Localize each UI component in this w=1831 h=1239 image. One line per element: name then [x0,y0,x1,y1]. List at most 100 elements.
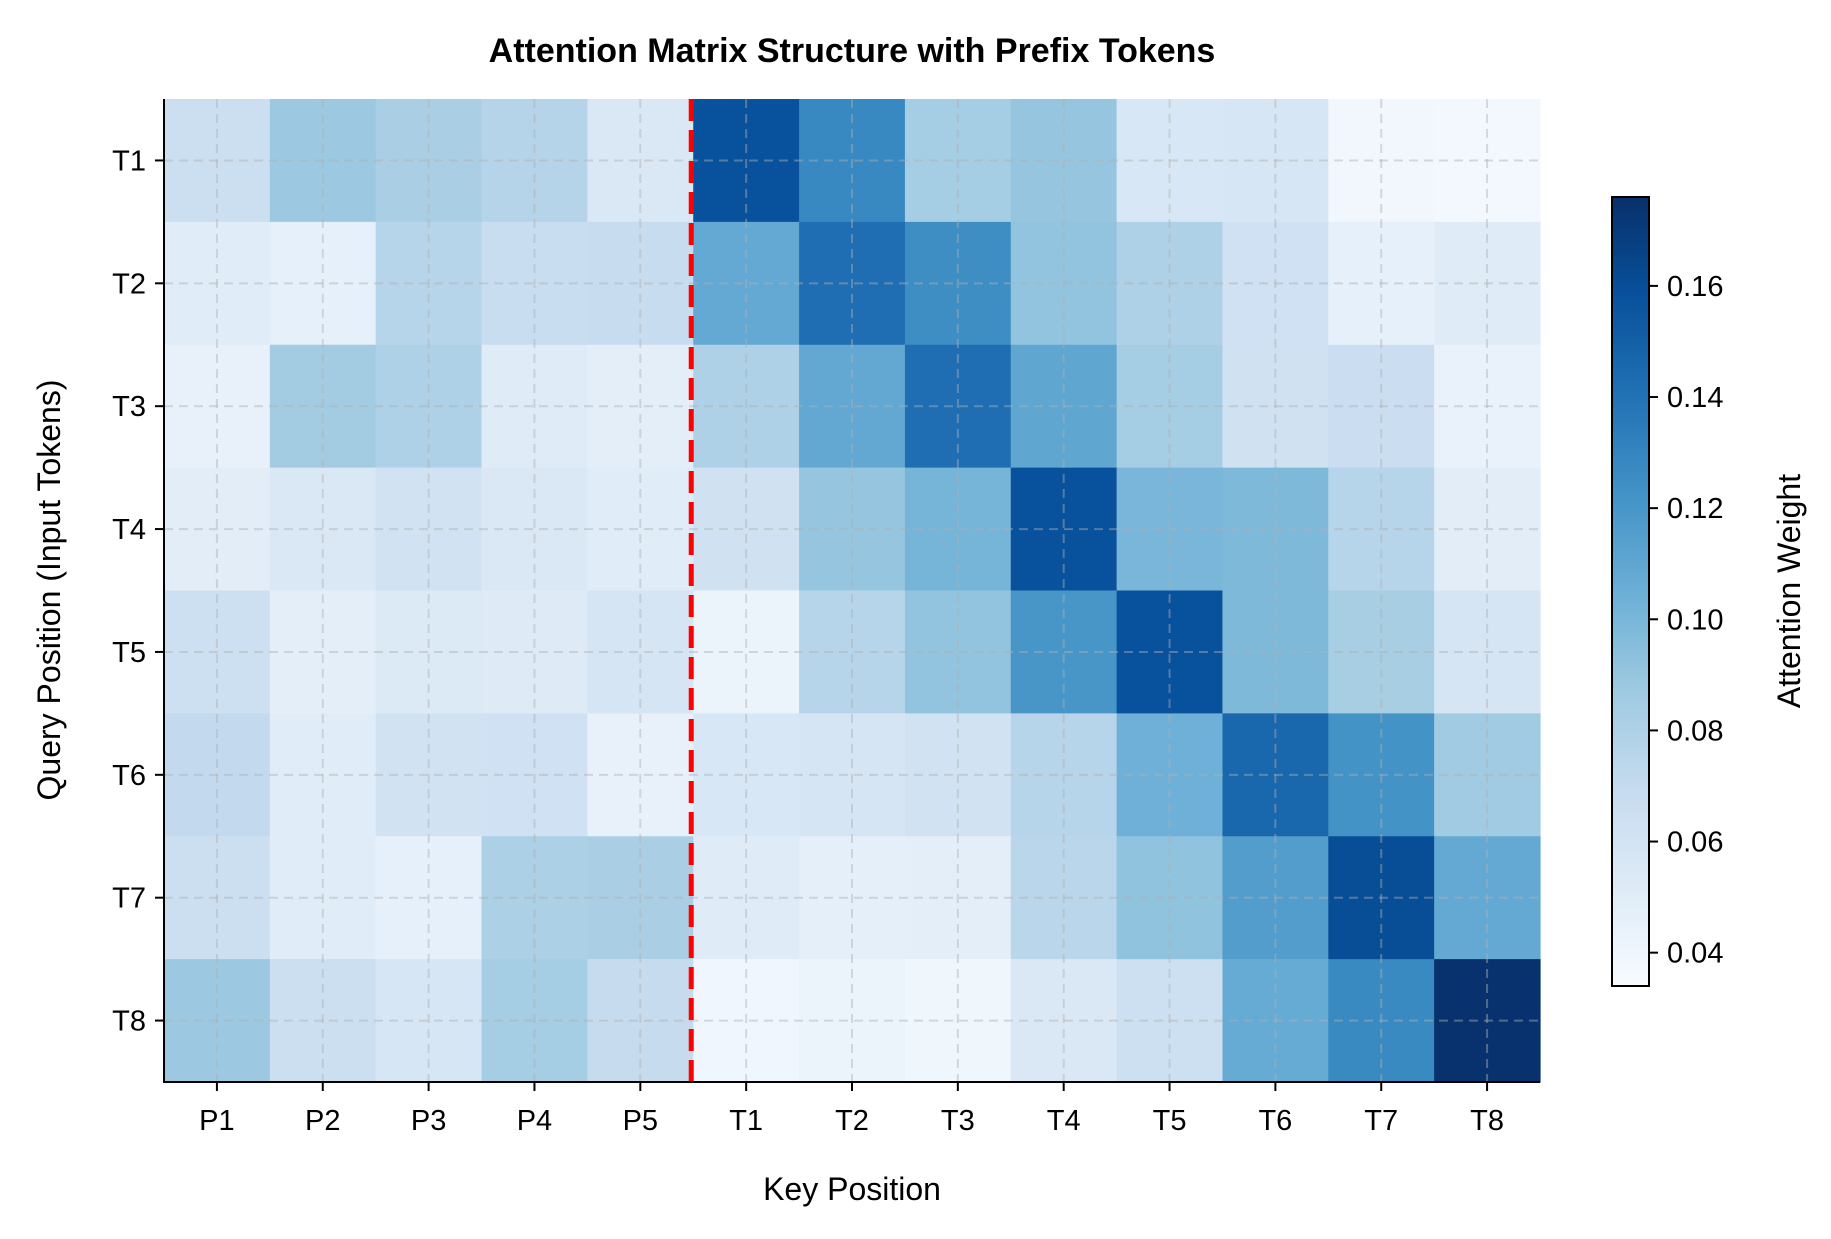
cell-T2-P1 [164,221,271,346]
cell-T5-P3 [375,590,483,714]
y-tick-label: T6 [112,760,146,792]
cell-T1-T2 [799,99,906,223]
cell-T1-P3 [375,99,483,223]
cell-T3-T6 [1222,344,1329,469]
cell-T1-P4 [481,99,588,223]
cell-T4-T2 [799,467,906,592]
x-tick-label: T2 [835,1105,869,1137]
cell-T4-T7 [1328,467,1435,592]
cell-T5-T3 [904,590,1012,714]
colorbar-tick-label: 0.12 [1667,493,1723,525]
x-tick-label: P5 [623,1105,658,1137]
cell-T1-T5 [1116,99,1224,223]
x-tick-labels: P1 P2 P3 P4 P5 T1 T2 T3 T4 T5 T6 T7 T8 [199,1082,1504,1137]
cell-T3-P1 [164,344,271,469]
cell-T7-T8 [1434,836,1541,960]
cell-T8-T8 [1434,959,1541,1083]
x-axis-label: Key Position [763,1171,941,1207]
x-tick-label: P3 [411,1105,446,1137]
cell-T6-T6 [1222,713,1329,837]
cell-T7-T6 [1222,836,1329,960]
cell-T3-P2 [269,344,377,469]
cell-T3-T8 [1434,344,1541,469]
cell-T7-T4 [1010,836,1118,960]
cell-T8-P3 [375,959,483,1083]
x-tick-label: P1 [199,1105,234,1137]
y-axis-label: Query Position (Input Tokens) [31,380,67,801]
cell-T3-P5 [587,344,694,469]
cell-T8-P4 [481,959,588,1083]
cell-T1-T6 [1222,99,1329,223]
cell-T4-T6 [1222,467,1329,592]
x-tick-label: T5 [1153,1105,1187,1137]
cell-T2-P4 [481,221,588,346]
cell-T2-T4 [1010,221,1118,346]
cell-T3-T4 [1010,344,1118,469]
cell-T4-P4 [481,467,588,592]
cell-T8-T4 [1010,959,1118,1083]
cell-T6-P5 [587,713,694,837]
cell-T5-T7 [1328,590,1435,714]
cell-T5-T6 [1222,590,1329,714]
cell-T7-T1 [693,836,800,960]
cell-T2-T2 [799,221,906,346]
cell-T3-T1 [693,344,800,469]
cell-T8-P5 [587,959,694,1083]
cell-T4-T3 [904,467,1012,592]
grid-lines [164,99,1540,1082]
cell-T1-P1 [164,99,271,223]
cell-T5-T2 [799,590,906,714]
cell-T2-T7 [1328,221,1435,346]
heatmap-cells [164,99,1541,1083]
cell-T8-T3 [904,959,1012,1083]
cell-T6-P2 [269,713,377,837]
y-tick-label: T8 [112,1006,146,1038]
cell-T5-T5 [1116,590,1224,714]
cell-T7-P4 [481,836,588,960]
cell-T2-T8 [1434,221,1541,346]
cell-T8-T2 [799,959,906,1083]
cell-T6-T8 [1434,713,1541,837]
cell-T7-P2 [269,836,377,960]
x-tick-label: T4 [1047,1105,1081,1137]
colorbar: 0.04 0.06 0.08 0.10 0.12 0.14 0.16 [1611,196,1723,987]
cell-T8-P2 [269,959,377,1083]
cell-T1-T3 [904,99,1012,223]
y-tick-label: T7 [112,883,146,915]
cell-T3-T3 [904,344,1012,469]
cell-T5-T1 [693,590,800,714]
cell-T1-T7 [1328,99,1435,223]
cell-T6-T4 [1010,713,1118,837]
cell-T6-P4 [481,713,588,837]
cell-T2-P3 [375,221,483,346]
x-tick-label: P2 [305,1105,340,1137]
cell-T2-P2 [269,221,377,346]
y-tick-label: T2 [112,268,146,300]
colorbar-tick-label: 0.16 [1667,271,1723,303]
cell-T6-T2 [799,713,906,837]
cell-T4-P5 [587,467,694,592]
cell-T5-P1 [164,590,271,714]
cell-T6-P1 [164,713,271,837]
cell-T6-P3 [375,713,483,837]
cell-T8-T7 [1328,959,1435,1083]
cell-T7-P5 [587,836,694,960]
cell-T5-T4 [1010,590,1118,714]
cell-T4-T8 [1434,467,1541,592]
cell-T1-T1 [693,99,800,223]
y-tick-label: T4 [112,514,146,546]
x-tick-label: T8 [1470,1105,1504,1137]
colorbar-tick-label: 0.06 [1667,827,1723,859]
colorbar-gradient [1611,196,1650,987]
colorbar-tick-label: 0.10 [1667,604,1723,636]
cell-T6-T5 [1116,713,1224,837]
cell-T5-P5 [587,590,694,714]
cell-T1-P5 [587,99,694,223]
cell-T7-T2 [799,836,906,960]
cell-T8-T6 [1222,959,1329,1083]
cell-T3-P4 [481,344,588,469]
colorbar-tick-label: 0.04 [1667,938,1723,970]
cell-T6-T1 [693,713,800,837]
chart-title: Attention Matrix Structure with Prefix T… [489,32,1216,70]
